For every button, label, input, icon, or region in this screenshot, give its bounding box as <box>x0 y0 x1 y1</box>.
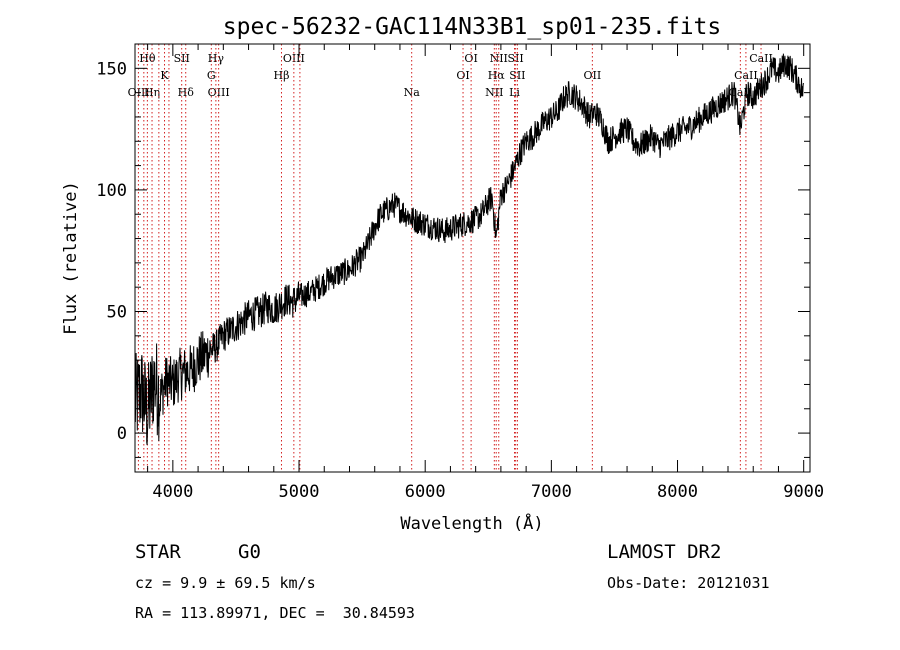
x-tick-label: 8000 <box>657 482 698 502</box>
emission-line-label: OI <box>456 69 469 82</box>
emission-line-label: CaII <box>749 52 773 65</box>
x-tick-label: 7000 <box>531 482 572 502</box>
y-tick-label: 0 <box>117 424 127 444</box>
spectrum-plot-area <box>134 53 804 445</box>
redshift-readout: cz = 9.9 ± 69.5 km/s <box>135 574 316 592</box>
emission-line-label: Hβ <box>274 69 290 82</box>
x-tick-label: 9000 <box>783 482 824 502</box>
survey-name: LAMOST DR2 <box>607 541 722 563</box>
emission-line-label: SII <box>508 52 524 65</box>
emission-line-label: G <box>207 69 216 82</box>
emission-line-label: SII <box>174 52 190 65</box>
axis-ticks: 4000 5000 6000 7000 8000 9000 0 50 100 150 <box>96 43 824 502</box>
emission-line-label: OIII <box>283 52 305 65</box>
emission-line-label: Hα <box>488 69 506 82</box>
emission-line-label: OI <box>464 52 477 65</box>
x-tick-label: 4000 <box>152 482 193 502</box>
x-tick-label: 6000 <box>405 482 446 502</box>
emission-line-label: SII <box>509 69 525 82</box>
emission-line-label: K <box>160 69 169 82</box>
y-tick-label: 100 <box>96 181 127 201</box>
plot-frame <box>134 43 811 473</box>
object-class: STAR <box>135 541 181 563</box>
obs-date: Obs-Date: 20121031 <box>607 574 770 592</box>
x-tick-label: 5000 <box>279 482 320 502</box>
y-axis-label: Flux (relative) <box>61 181 81 335</box>
emission-line-label: OII <box>584 69 602 82</box>
object-subclass: G0 <box>238 541 261 563</box>
y-tick-label: 50 <box>107 303 127 323</box>
chart-title: spec-56232-GAC114N33B1_sp01-235.fits <box>223 14 722 40</box>
coordinates: RA = 113.89971, DEC = 30.84593 <box>135 604 415 622</box>
emission-line-markers <box>137 44 762 472</box>
emission-line-label: Hθ <box>139 52 156 65</box>
emission-line-label: Hγ <box>208 52 225 65</box>
spectrum-line <box>134 53 804 445</box>
emission-line-label: NII <box>490 52 508 65</box>
y-tick-label: 150 <box>96 59 127 79</box>
x-axis-label: Wavelength (Å) <box>400 512 543 534</box>
